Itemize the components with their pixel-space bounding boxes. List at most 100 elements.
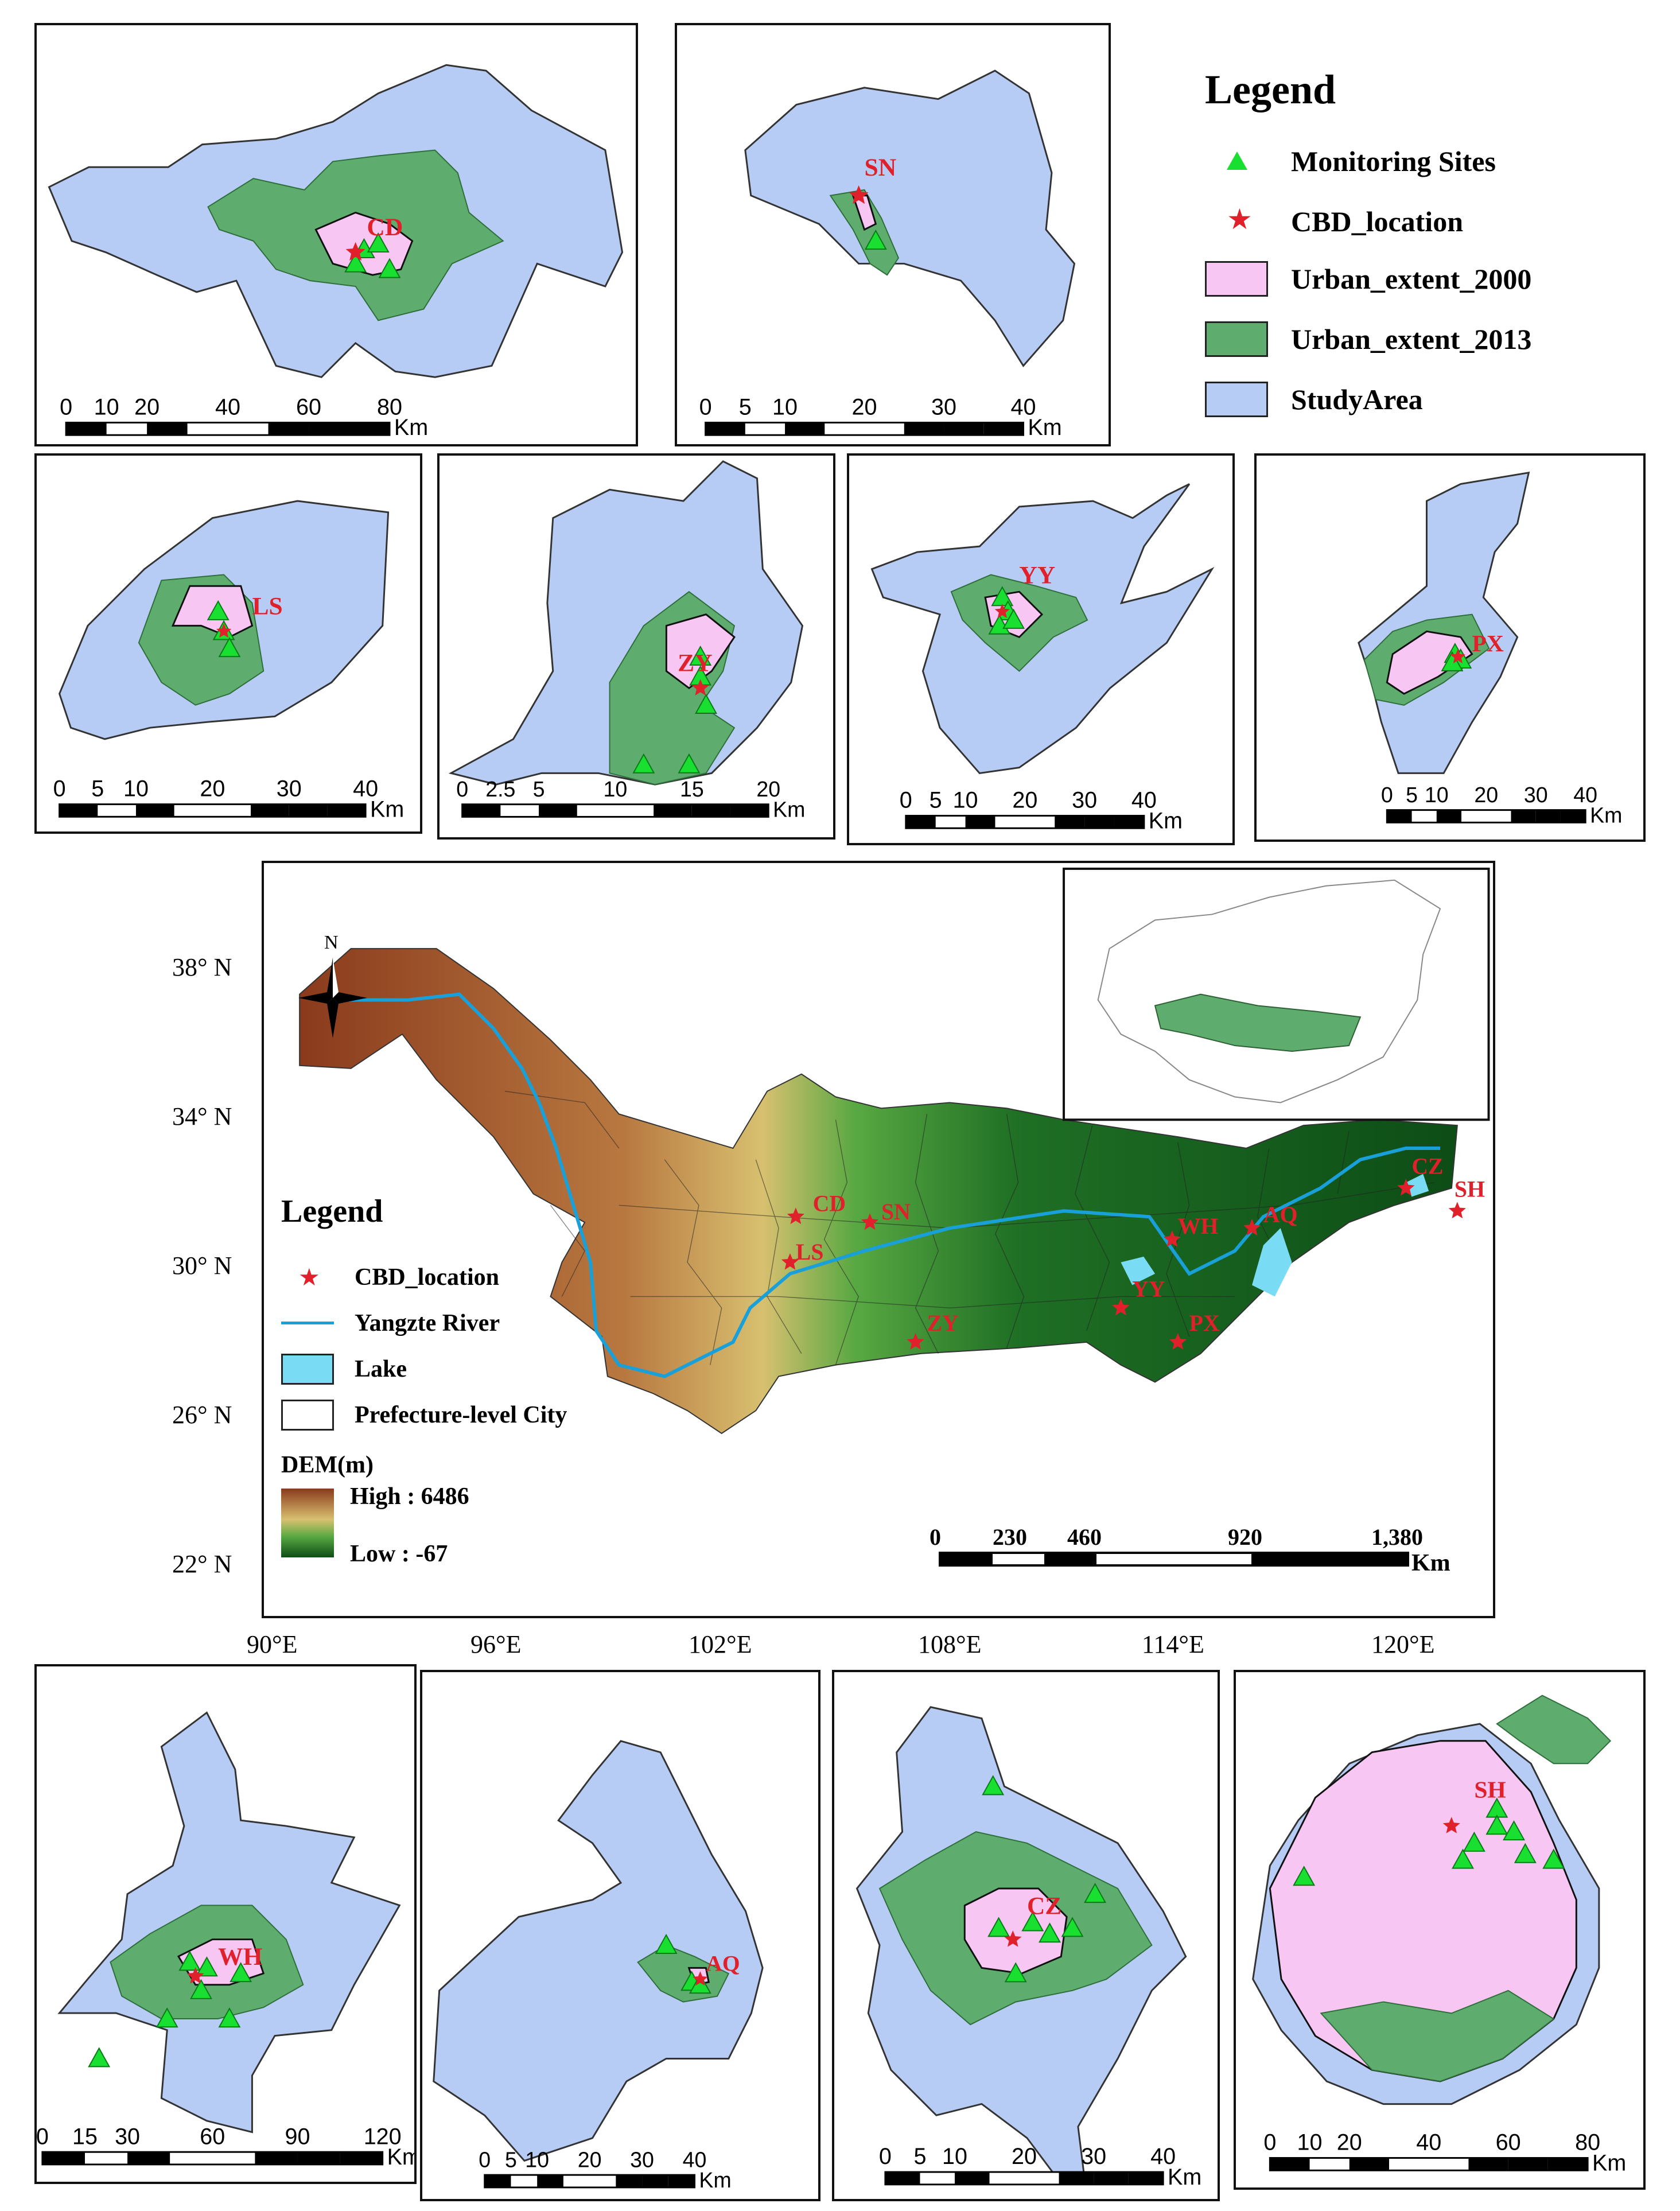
monitoring-site-icon [155, 2007, 178, 2028]
china-outline [1097, 879, 1441, 1103]
scale-tick: 10 [604, 777, 628, 801]
panel-sh: SH 0 10 20 40 60 80 Km [1234, 1670, 1646, 2190]
city-label: SN [865, 154, 897, 181]
scale-tick: 20 [852, 395, 877, 420]
monitoring-site-icon [1503, 1820, 1526, 1841]
legend-title: Legend [1205, 67, 1336, 112]
scale-tick: 40 [215, 395, 240, 420]
city-label: CZ [1411, 1154, 1443, 1179]
main-legend-title: Legend [281, 1194, 383, 1229]
monitoring-site-icon [1441, 651, 1464, 671]
pink-swatch [1205, 261, 1268, 297]
scale-tick: 20 [200, 776, 225, 802]
scale-tick: 20 [134, 395, 160, 420]
scale-tick: 10 [1425, 783, 1449, 807]
scale-tick: 10 [1297, 2130, 1323, 2155]
scale-tick: 20 [1012, 788, 1037, 813]
cbd-star-icon [693, 1971, 708, 1986]
monitoring-site-icon [632, 753, 655, 774]
scale-tick: 30 [115, 2124, 140, 2149]
monitoring-site-icon [218, 2007, 241, 2028]
legend-label: Yangzte River [355, 1310, 500, 1336]
cbd-star-icon [1112, 1299, 1130, 1316]
scale-tick: 20 [1337, 2130, 1362, 2155]
monitoring-site-icon [1542, 1848, 1565, 1869]
cbd-star-icon [186, 1967, 204, 1984]
monitoring-site-icon [1485, 1814, 1508, 1835]
dem-ramp [281, 1489, 334, 1557]
monitoring-site-icon [178, 1950, 201, 1971]
lat-label-34: 34° N [172, 1102, 232, 1130]
scale-tick: 40 [1150, 2144, 1176, 2169]
scale-tick: 10 [123, 776, 149, 802]
cbd-star-icon [781, 1253, 799, 1270]
legend-label: StudyArea [1291, 383, 1423, 415]
lake-swatch [281, 1354, 334, 1385]
lon-label-90: 90°E [247, 1630, 298, 1658]
scale-tick: 10 [525, 2147, 549, 2171]
scale-unit: Km [1592, 2150, 1626, 2175]
cbd-star-icon [1450, 648, 1465, 663]
main-legend-river: Yangzte River [281, 1308, 500, 1339]
dem-low: Low : -67 [350, 1541, 448, 1567]
scale-tick: 80 [1575, 2130, 1600, 2155]
urban-2013-sh [1320, 1989, 1555, 2082]
main-legend-cbd: ★ CBD_location [281, 1262, 499, 1293]
lake-poyang [1252, 1228, 1292, 1297]
city-label: YY [1019, 561, 1055, 589]
scale-tick: 10 [942, 2144, 967, 2169]
monitoring-site-icon [988, 614, 1011, 635]
monitoring-site-icon [655, 1933, 678, 1954]
legend-item-cbd-location: ★ CBD_location [1205, 204, 1463, 239]
legend-label: Urban_extent_2000 [1291, 263, 1532, 295]
cbd-star-icon [994, 603, 1010, 618]
monitoring-site-icon [1004, 1962, 1027, 1983]
scale-tick: 5 [91, 776, 104, 802]
urban-2000-cz [963, 1887, 1068, 1975]
legend-item-urban-2013: Urban_extent_2013 [1205, 321, 1531, 357]
monitoring-site-icon [218, 637, 241, 658]
scale-tick: 0 [699, 395, 712, 420]
city-label: AQ [1263, 1202, 1298, 1227]
scale-unit: Km [1028, 415, 1061, 440]
legend-item-study-area: StudyArea [1205, 382, 1423, 417]
scale-unit: Km [387, 2144, 414, 2170]
scale-tick: 60 [1496, 2130, 1521, 2155]
main-legend-prefecture: Prefecture-level City [281, 1400, 567, 1431]
scale-tick: 90 [285, 2124, 310, 2149]
cbd-star-icon [849, 185, 869, 204]
panel-yy: YY 0 5 10 20 30 40 Km [847, 453, 1235, 845]
lon-label-102: 102°E [689, 1630, 752, 1658]
cbd-star-icon [1243, 1219, 1261, 1235]
monitoring-site-icon [1452, 1848, 1475, 1869]
scale-tick: 60 [296, 395, 321, 420]
main-scale-unit: Km [1411, 1550, 1450, 1576]
scale-tick: 0 [37, 2124, 49, 2149]
panel-wh: WH 0 15 30 60 90 120Km [34, 1664, 417, 2184]
main-scale-bar [939, 1552, 1409, 1567]
scale-tick: 1,380 [1371, 1524, 1423, 1550]
dem-high: High : 6486 [350, 1483, 469, 1510]
legend-label: Prefecture-level City [355, 1402, 567, 1428]
cbd-star-icon [1442, 1817, 1460, 1833]
main-scale-labels: 0 230 460 920 1,380 [930, 1524, 1469, 1558]
panel-sn: SN 0 5 10 20 30 40 Km [675, 23, 1111, 446]
monitoring-site-icon [987, 1917, 1010, 1937]
scale-bar: 0 15 30 60 90 120Km [37, 2124, 414, 2170]
red-star-icon: ★ [1227, 203, 1253, 236]
scale-tick: 40 [683, 2147, 707, 2171]
monitoring-site-icon [230, 1962, 252, 1983]
panel-zy: ZY 0 2.5 5 10 15 20 Km [437, 453, 835, 840]
scale-unit: Km [394, 415, 428, 440]
scale-tick: 120 [364, 2124, 402, 2149]
scale-tick: 60 [200, 2124, 225, 2149]
city-label: CD [813, 1191, 846, 1216]
scale-tick: 5 [505, 2147, 517, 2171]
scale-unit: Km [699, 2168, 731, 2192]
